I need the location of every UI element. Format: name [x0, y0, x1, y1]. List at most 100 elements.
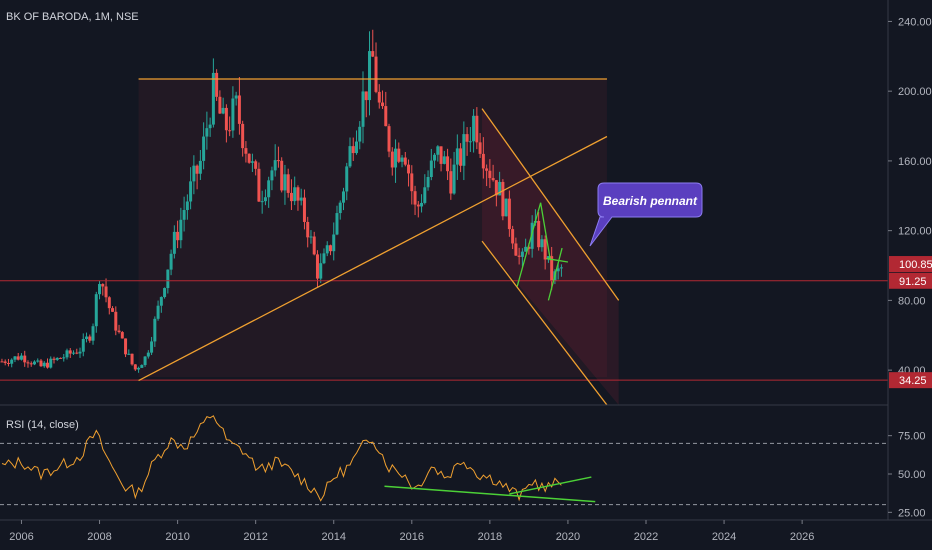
candle-body[interactable]	[117, 330, 121, 333]
candle-body[interactable]	[192, 165, 196, 182]
candle-body[interactable]	[462, 134, 466, 166]
candle-body[interactable]	[104, 286, 108, 298]
candle-body[interactable]	[338, 202, 342, 214]
candle-body[interactable]	[358, 126, 362, 142]
candle-body[interactable]	[381, 102, 385, 107]
candle-body[interactable]	[423, 187, 427, 203]
candle-body[interactable]	[143, 356, 147, 366]
candle-body[interactable]	[10, 359, 14, 364]
candle-body[interactable]	[556, 268, 560, 272]
candle-body[interactable]	[101, 284, 105, 287]
candle-body[interactable]	[312, 236, 316, 255]
candle-body[interactable]	[413, 191, 417, 205]
candle-body[interactable]	[397, 148, 401, 162]
candle-body[interactable]	[166, 269, 170, 289]
candle-body[interactable]	[205, 128, 209, 137]
time-axis[interactable]: 2006 2008 2010 2012 2014 2016 2018 2020 2022 2024…	[9, 520, 814, 543]
candle-body[interactable]	[293, 187, 297, 202]
candle-body[interactable]	[88, 336, 92, 341]
candle-body[interactable]	[433, 154, 437, 161]
candle-body[interactable]	[130, 353, 134, 365]
candle-body[interactable]	[315, 254, 319, 279]
candle-body[interactable]	[403, 157, 407, 165]
candle-body[interactable]	[478, 142, 482, 154]
candle-body[interactable]	[150, 341, 154, 353]
candle-body[interactable]	[241, 123, 245, 149]
candle-body[interactable]	[524, 246, 528, 252]
candle-body[interactable]	[276, 160, 280, 162]
candle-body[interactable]	[208, 124, 212, 129]
trendline[interactable]	[539, 202, 552, 261]
candle-body[interactable]	[364, 91, 368, 101]
candle-body[interactable]	[319, 263, 323, 279]
candle-body[interactable]	[335, 213, 339, 235]
candle-body[interactable]	[325, 245, 329, 254]
rsi-trendline[interactable]	[509, 476, 592, 495]
candle-body[interactable]	[286, 174, 290, 193]
candle-body[interactable]	[407, 164, 411, 174]
candle-body[interactable]	[111, 308, 115, 312]
candle-body[interactable]	[394, 148, 398, 168]
candle-body[interactable]	[481, 153, 485, 169]
candle-body[interactable]	[120, 332, 124, 339]
candle-body[interactable]	[309, 236, 313, 238]
candle-body[interactable]	[172, 231, 176, 254]
trendline[interactable]	[516, 202, 542, 287]
candle-body[interactable]	[436, 146, 440, 155]
candle-body[interactable]	[501, 181, 505, 217]
candle-body[interactable]	[114, 311, 118, 331]
candle-body[interactable]	[254, 161, 258, 169]
candle-body[interactable]	[215, 72, 219, 97]
candle-body[interactable]	[459, 148, 463, 166]
candle-body[interactable]	[23, 355, 27, 363]
trendlines[interactable]	[138, 78, 620, 406]
candle-body[interactable]	[270, 170, 274, 181]
candle-body[interactable]	[247, 153, 251, 163]
candle-body[interactable]	[260, 201, 264, 203]
candle-body[interactable]	[169, 253, 173, 270]
candle-body[interactable]	[127, 353, 131, 355]
candlestick-series[interactable]	[0, 29, 563, 373]
candle-body[interactable]	[485, 168, 489, 171]
candle-body[interactable]	[332, 234, 336, 252]
candle-body[interactable]	[296, 187, 300, 201]
candle-body[interactable]	[550, 256, 554, 281]
candle-body[interactable]	[498, 181, 502, 196]
candle-body[interactable]	[341, 191, 345, 203]
rsi-line[interactable]	[1, 415, 562, 502]
candle-body[interactable]	[328, 245, 332, 252]
candle-body[interactable]	[19, 355, 23, 360]
candle-body[interactable]	[98, 284, 102, 295]
candle-body[interactable]	[91, 326, 95, 341]
candle-body[interactable]	[449, 171, 453, 194]
candle-body[interactable]	[306, 221, 310, 238]
candle-body[interactable]	[78, 351, 82, 354]
candle-body[interactable]	[537, 220, 541, 248]
candle-body[interactable]	[429, 160, 433, 178]
candle-body[interactable]	[517, 255, 521, 257]
candle-body[interactable]	[559, 267, 563, 269]
candle-body[interactable]	[520, 251, 524, 257]
trendline[interactable]	[546, 257, 569, 263]
candle-body[interactable]	[322, 253, 326, 264]
candle-body[interactable]	[185, 201, 189, 211]
candle-body[interactable]	[426, 177, 430, 188]
candle-body[interactable]	[527, 246, 531, 249]
candle-body[interactable]	[221, 107, 225, 114]
candle-body[interactable]	[137, 367, 141, 370]
candle-body[interactable]	[72, 352, 76, 354]
candle-body[interactable]	[202, 136, 206, 161]
rsi-pane[interactable]	[0, 415, 888, 506]
rsi-axis[interactable]: 75.00 50.00 25.00	[888, 431, 926, 520]
candle-body[interactable]	[507, 198, 511, 230]
candle-body[interactable]	[244, 148, 248, 154]
candle-body[interactable]	[42, 362, 46, 367]
candle-body[interactable]	[468, 141, 472, 143]
candle-body[interactable]	[39, 360, 43, 367]
candle-body[interactable]	[257, 168, 261, 202]
candle-body[interactable]	[530, 222, 534, 249]
candle-body[interactable]	[107, 297, 111, 309]
candle-body[interactable]	[390, 151, 394, 168]
